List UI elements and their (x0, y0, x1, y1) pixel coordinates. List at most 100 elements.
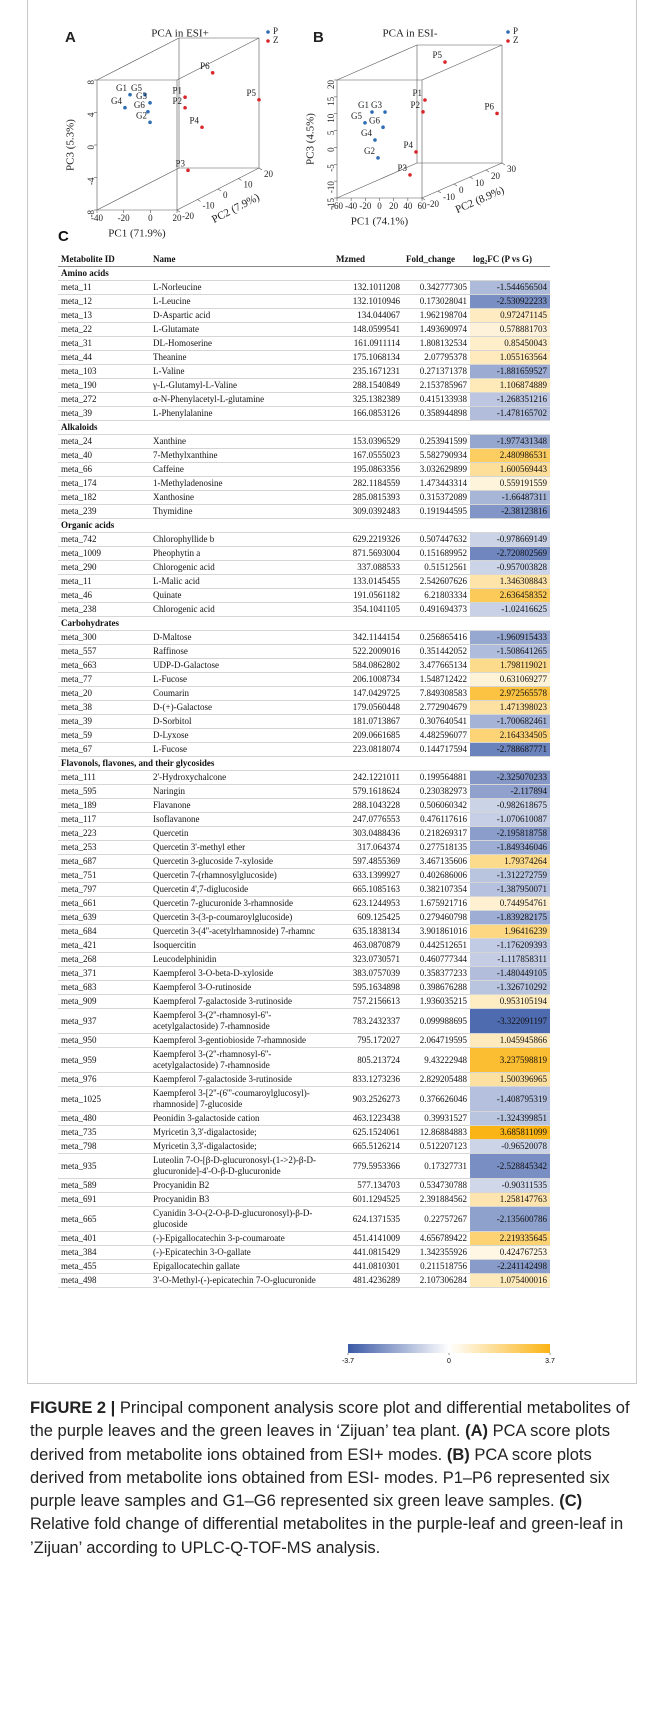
data-row: meta_117 Isoflavanone 247.0776553 0.4761176… (58, 812, 550, 827)
log2fc: -2.788687771 (470, 742, 550, 757)
fold-change: 0.491694373 (403, 602, 470, 617)
y-tick-label: 20 (491, 171, 501, 181)
caption-text: (B) (446, 1445, 470, 1464)
mzmed: 195.0863356 (333, 462, 403, 477)
metabolite-name: Kaempferol 3-O-beta-D-xyloside (150, 966, 333, 981)
z-axis-label: PC3 (5.3%) (65, 119, 77, 171)
data-row: meta_12 L-Leucine 132.1010946 0.173028041 -2… (58, 294, 550, 309)
mzmed: 665.1085163 (333, 882, 403, 897)
log2fc: 2.480986531 (470, 448, 550, 463)
y-tick (469, 176, 474, 180)
metabolite-name: Naringin (150, 784, 333, 799)
mzmed: 665.5126214 (333, 1139, 403, 1154)
data-row: meta_22 L-Glutamate 148.0599541 1.493690974… (58, 322, 550, 337)
log2fc: 1.500396965 (470, 1072, 550, 1087)
metabolite-id: meta_661 (58, 896, 150, 911)
y-tick (176, 209, 181, 213)
metabolite-id: meta_371 (58, 966, 150, 981)
box-edge (421, 162, 503, 199)
y-tick-label: 30 (507, 164, 517, 174)
z-tick-label: -10 (326, 181, 336, 193)
metabolite-name: L-Leucine (150, 294, 333, 309)
metabolite-name: L-Glutamate (150, 322, 333, 337)
log2fc: -3.322091197 (470, 1008, 550, 1034)
metabolite-id: meta_40 (58, 448, 150, 463)
point (257, 97, 261, 102)
caption-text: Relative fold change of differential met… (30, 1515, 624, 1557)
data-row: meta_937 Kaempferol 3-(2''-rhamnosyl-6''-… (58, 1008, 550, 1034)
x-tick-label: -40 (91, 213, 103, 223)
mzmed: 463.0870879 (333, 938, 403, 953)
metabolite-id: meta_663 (58, 658, 150, 673)
panel-letter: B (313, 29, 324, 46)
log2fc: 1.258147763 (470, 1192, 550, 1207)
log2fc: 0.85450043 (470, 336, 550, 351)
metabolite-id: meta_272 (58, 392, 150, 407)
z-tick-label: -8 (86, 210, 96, 218)
metabolite-id: meta_557 (58, 644, 150, 659)
point-label: G3 (371, 100, 382, 110)
mzmed: 633.1399927 (333, 868, 403, 883)
log2fc: -1.960915433 (470, 630, 550, 645)
mzmed: 167.0555023 (333, 448, 403, 463)
fold-change: 0.271371378 (403, 364, 470, 379)
metabolite-name: Xanthosine (150, 490, 333, 505)
metabolite-id: meta_684 (58, 924, 150, 939)
mzmed: 354.1041105 (333, 602, 403, 617)
y-tick (217, 188, 222, 192)
metabolite-name: L-Norleucine (150, 280, 333, 295)
log2fc: -1.849346046 (470, 840, 550, 855)
log2fc: -1.070610087 (470, 812, 550, 827)
log2fc: -1.508641265 (470, 644, 550, 659)
metabolite-id: meta_455 (58, 1259, 150, 1274)
metabolite-id: meta_751 (58, 868, 150, 883)
metabolite-id: meta_46 (58, 588, 150, 603)
fold-change: 0.199564881 (403, 770, 470, 785)
point (373, 138, 377, 142)
mzmed: 757.2156613 (333, 994, 403, 1009)
data-row: meta_20 Coumarin 147.0429725 7.849308583 2.9… (58, 686, 550, 701)
metabolite-name: Thymidine (150, 504, 333, 519)
metabolite-name: (-)-Epigallocatechin 3-p-coumaroate (150, 1231, 333, 1246)
metabolite-name: Quercetin 7-(rhamnosylglucoside) (150, 868, 333, 883)
mzmed: 317.064374 (333, 840, 403, 855)
fold-change: 1.936035215 (403, 994, 470, 1009)
metabolite-id: meta_238 (58, 602, 150, 617)
mzmed: 148.0599541 (333, 322, 403, 337)
log2fc: -1.408795319 (470, 1086, 550, 1112)
data-row: meta_300 D-Maltose 342.1144154 0.256865416-… (58, 630, 550, 645)
mzmed: 179.0560448 (333, 700, 403, 715)
data-row: meta_371 Kaempferol 3-O-beta-D-xyloside 38… (58, 966, 550, 981)
mzmed: 166.0853126 (333, 406, 403, 421)
metabolite-name: Isoflavanone (150, 812, 333, 827)
legend-label: P (273, 26, 278, 36)
metabolite-name: Xanthine (150, 434, 333, 449)
metabolite-name: Kaempferol 7-galactoside 3-rutinoside (150, 1072, 333, 1087)
data-row: meta_480 Peonidin 3-galactoside cation 463… (58, 1111, 550, 1126)
point (128, 92, 132, 97)
x-tick-label: 20 (389, 201, 399, 211)
data-row: meta_290 Chlorogenic acid 337.088533 0.5151… (58, 560, 550, 575)
metabolite-id: meta_117 (58, 812, 150, 827)
mzmed: 325.1382389 (333, 392, 403, 407)
mzmed: 463.1223438 (333, 1111, 403, 1126)
log2fc: 2.636458352 (470, 588, 550, 603)
metabolite-name: Chlorogenic acid (150, 560, 333, 575)
fold-change: 2.542607626 (403, 574, 470, 589)
mzmed: 577.134703 (333, 1178, 403, 1193)
fold-change: 0.51512561 (403, 560, 470, 575)
data-row: meta_174 1-Methyladenosine 282.1184559 1.47… (58, 476, 550, 491)
metabolite-id: meta_401 (58, 1231, 150, 1246)
fold-change: 0.506060342 (403, 798, 470, 813)
log2fc: 1.798119021 (470, 658, 550, 673)
group-spacer (470, 420, 550, 435)
z-axis-label: PC3 (4.5%) (305, 113, 317, 165)
metabolite-name: 2'-Hydroxychalcone (150, 770, 333, 785)
mzmed: 132.1011208 (333, 280, 403, 295)
metabolite-id: meta_798 (58, 1139, 150, 1154)
log2fc: -1.544656504 (470, 280, 550, 295)
y-tick-label: 0 (223, 190, 228, 200)
metabolite-id: meta_937 (58, 1008, 150, 1034)
group-row: Organic acids (58, 518, 550, 533)
point (143, 92, 147, 97)
